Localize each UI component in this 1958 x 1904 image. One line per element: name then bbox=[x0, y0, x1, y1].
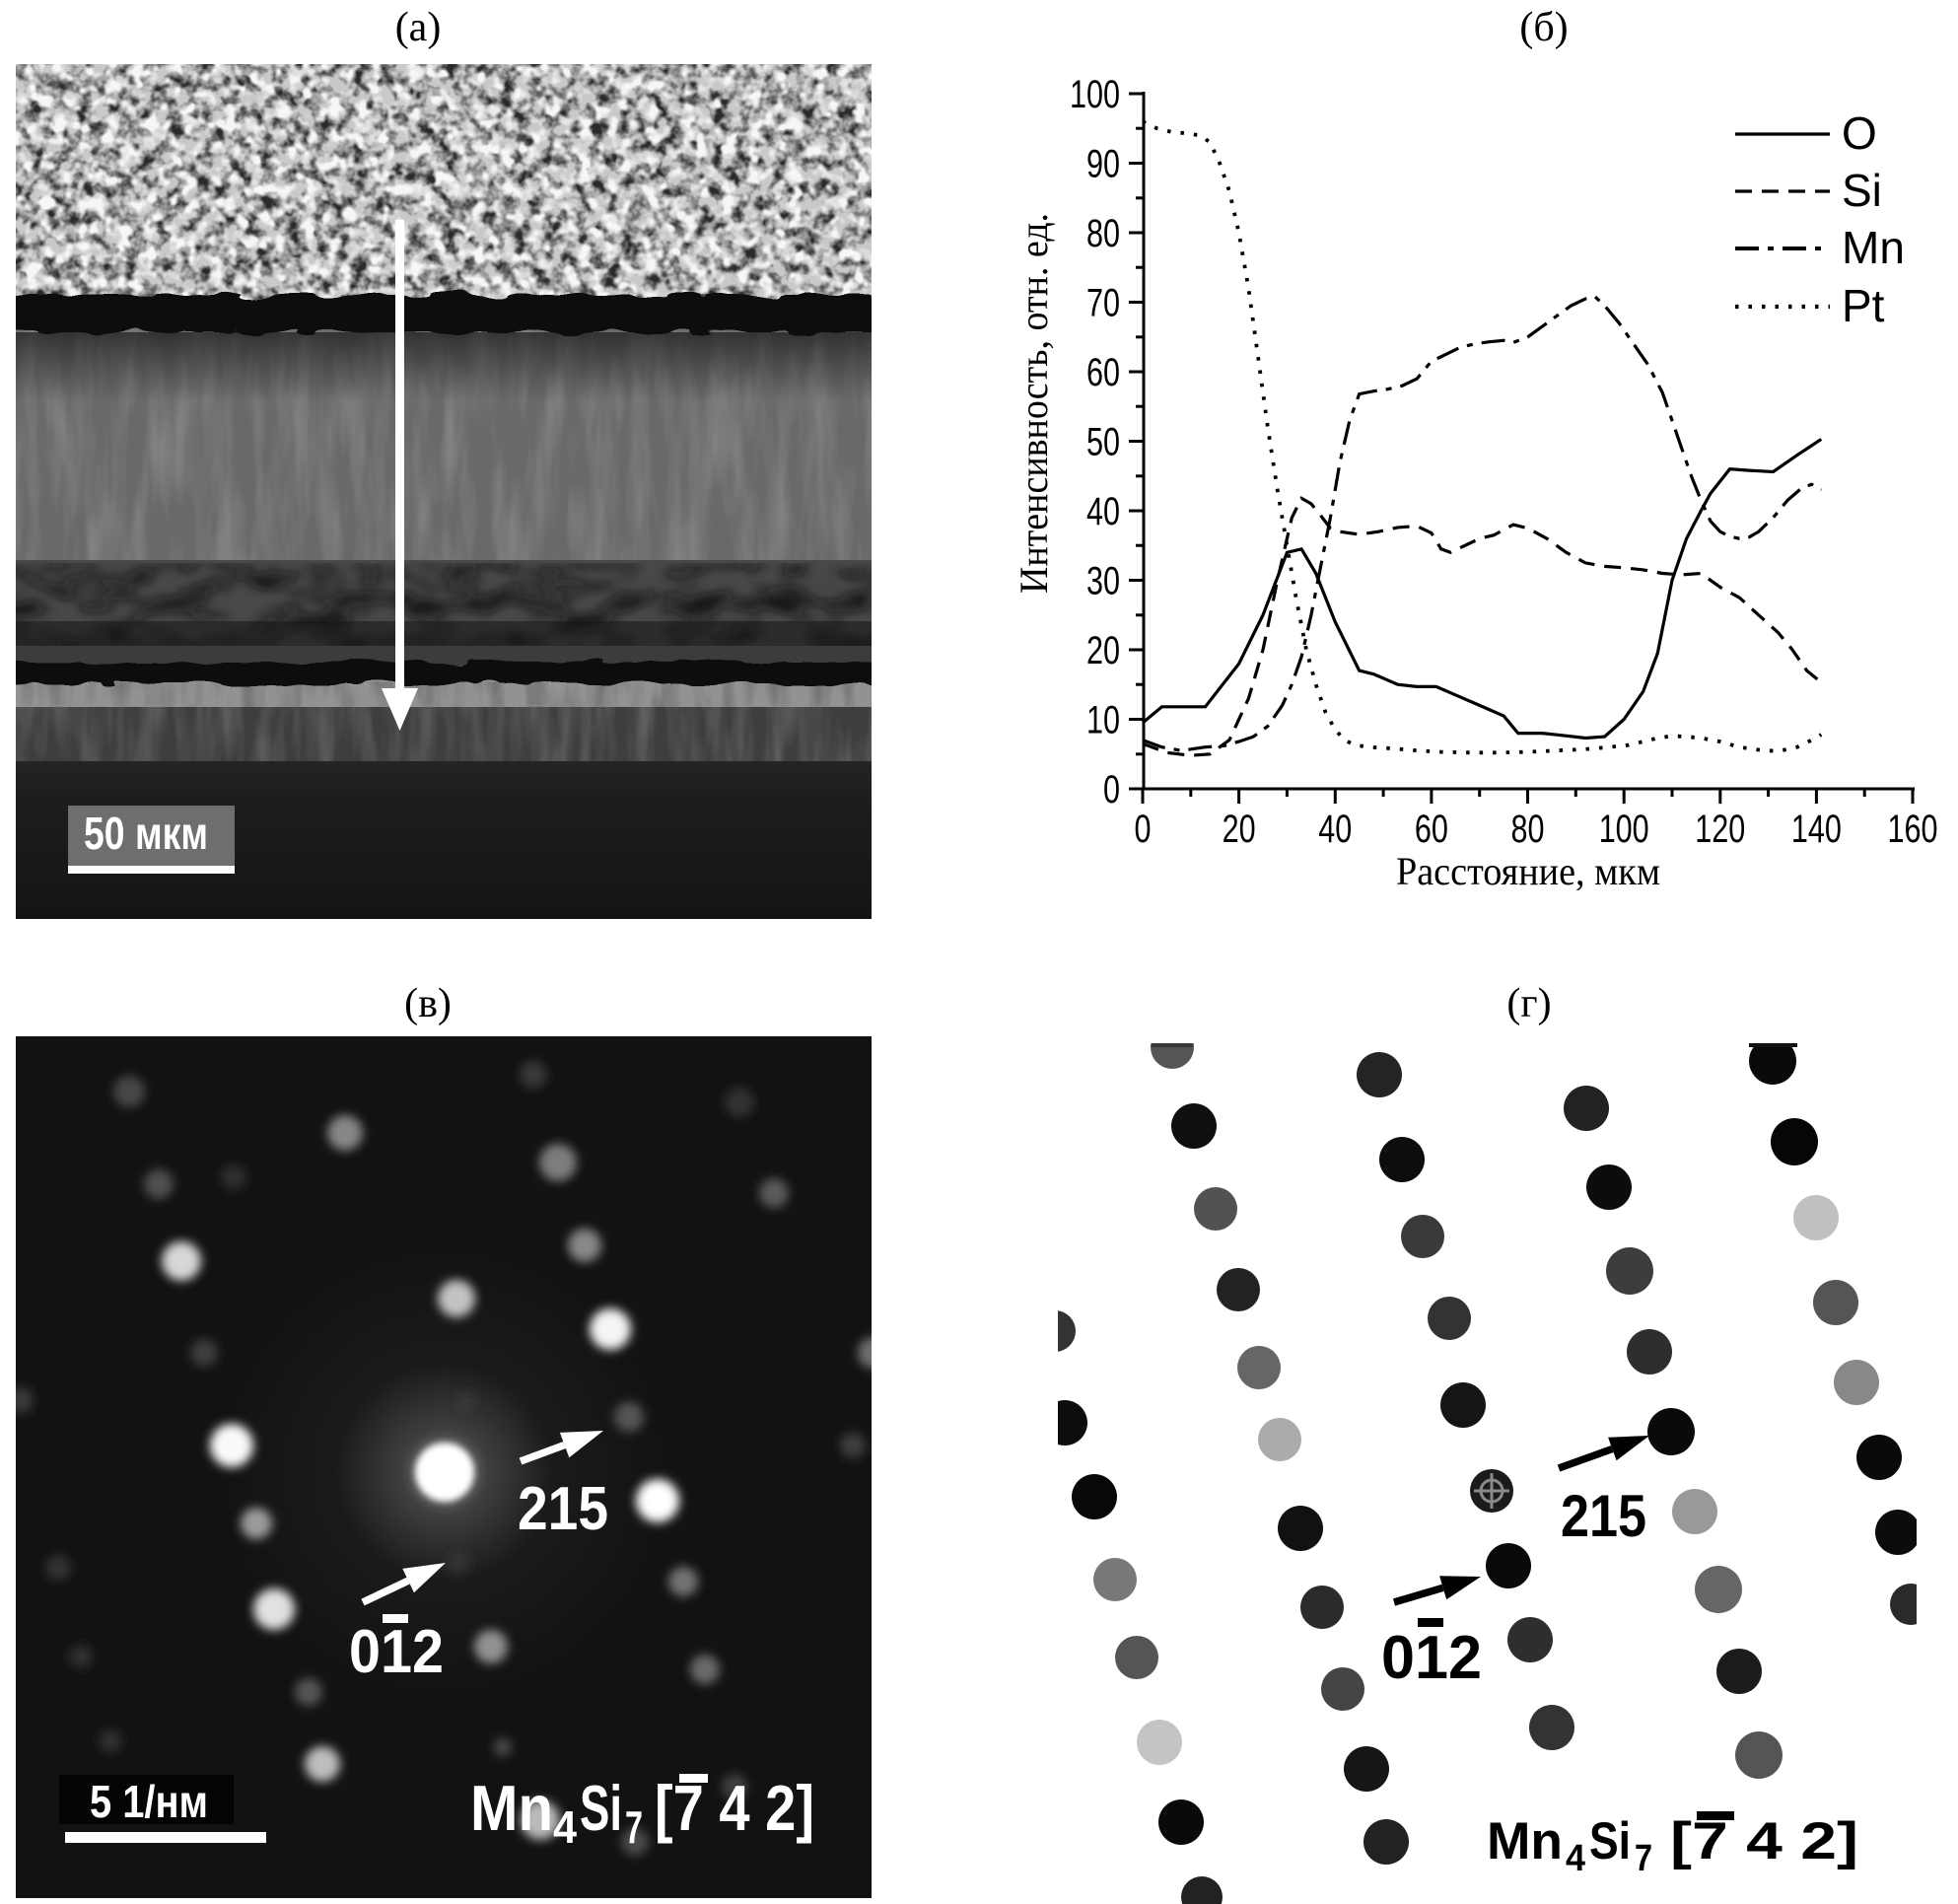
svg-text:7: 7 bbox=[625, 1801, 643, 1853]
svg-text:100: 100 bbox=[1070, 73, 1120, 116]
svg-text:50 мкм: 50 мкм bbox=[84, 808, 208, 859]
svg-text:60: 60 bbox=[1086, 351, 1120, 394]
svg-text:10: 10 bbox=[1086, 699, 1120, 742]
svg-text:012: 012 bbox=[1381, 1624, 1482, 1692]
svg-text:0: 0 bbox=[1135, 808, 1152, 851]
svg-text:80: 80 bbox=[1086, 212, 1120, 255]
svg-text:40: 40 bbox=[1318, 808, 1352, 851]
svg-text:80: 80 bbox=[1511, 808, 1545, 851]
svg-text:215: 215 bbox=[1561, 1483, 1646, 1549]
svg-text:Mn: Mn bbox=[1487, 1812, 1563, 1870]
svg-text:Si: Si bbox=[1589, 1812, 1631, 1870]
svg-text:Mn: Mn bbox=[470, 1772, 553, 1844]
svg-text:90: 90 bbox=[1086, 143, 1120, 186]
svg-text:Si: Si bbox=[1842, 165, 1882, 216]
svg-text:(б): (б) bbox=[1519, 5, 1568, 50]
svg-text:20: 20 bbox=[1223, 808, 1256, 851]
svg-text:60: 60 bbox=[1415, 808, 1448, 851]
svg-text:(в): (в) bbox=[404, 981, 452, 1026]
svg-text:0: 0 bbox=[1103, 768, 1120, 811]
svg-text:O: O bbox=[1842, 107, 1877, 159]
svg-text:20: 20 bbox=[1086, 629, 1120, 672]
svg-text:(г): (г) bbox=[1506, 981, 1551, 1026]
svg-text:Mn: Mn bbox=[1842, 222, 1905, 273]
svg-text:160: 160 bbox=[1888, 808, 1938, 851]
svg-text:7: 7 bbox=[1635, 1838, 1652, 1879]
svg-text:120: 120 bbox=[1695, 808, 1745, 851]
svg-text:40: 40 bbox=[1086, 490, 1120, 533]
svg-text:[7 4 2]: [7 4 2] bbox=[1670, 1812, 1858, 1870]
svg-text:140: 140 bbox=[1791, 808, 1842, 851]
svg-text:Pt: Pt bbox=[1842, 280, 1885, 331]
svg-text:5 1/нм: 5 1/нм bbox=[90, 1776, 208, 1827]
svg-text:(а): (а) bbox=[395, 5, 442, 50]
svg-text:Расстояние, мкм: Расстояние, мкм bbox=[1396, 849, 1660, 893]
svg-text:30: 30 bbox=[1086, 560, 1120, 603]
svg-text:Интенсивность, отн. ед.: Интенсивность, отн. ед. bbox=[1012, 213, 1056, 594]
svg-text:50: 50 bbox=[1086, 421, 1120, 464]
svg-text:215: 215 bbox=[518, 1475, 608, 1543]
svg-text:4: 4 bbox=[1566, 1838, 1585, 1879]
svg-text:4: 4 bbox=[553, 1801, 577, 1853]
svg-text:100: 100 bbox=[1599, 808, 1649, 851]
svg-text:012: 012 bbox=[349, 1618, 444, 1686]
svg-text:[7 4 2]: [7 4 2] bbox=[655, 1772, 814, 1844]
svg-text:Si: Si bbox=[580, 1772, 622, 1844]
svg-text:70: 70 bbox=[1086, 282, 1120, 325]
